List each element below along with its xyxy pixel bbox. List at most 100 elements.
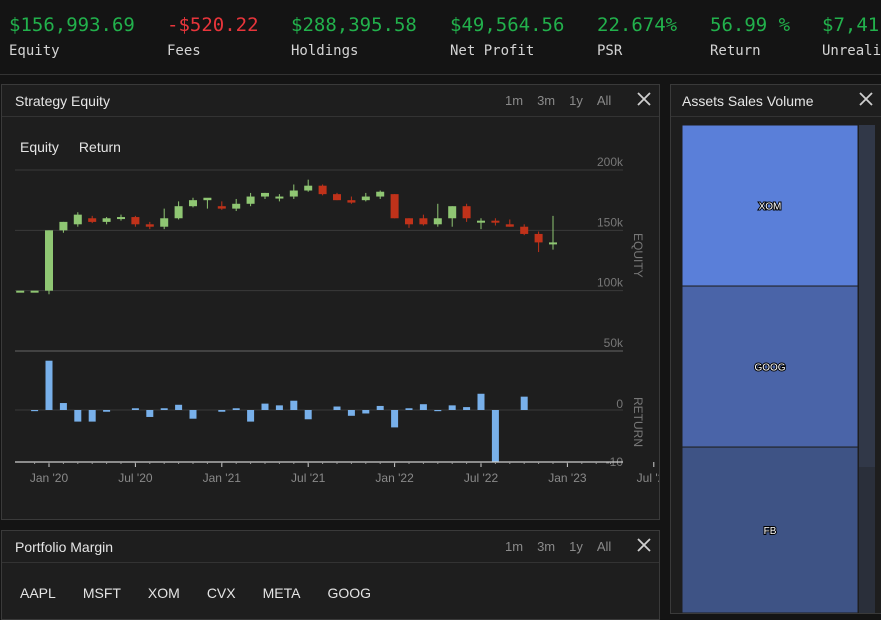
range-1y[interactable]: 1y — [569, 93, 583, 108]
scrollbar-thumb[interactable] — [859, 125, 875, 467]
candle — [59, 221, 68, 231]
close-icon[interactable] — [858, 91, 874, 107]
stat-label: Unrealiz — [822, 43, 881, 59]
panel-title: Strategy Equity — [15, 93, 110, 109]
ticker-aapl[interactable]: AAPL — [20, 585, 56, 601]
x-tick-label: Jul '22 — [464, 471, 499, 485]
stat-fees: -$520.22 Fees — [167, 14, 259, 59]
return-bar — [146, 410, 154, 417]
stat-value: 56.99 % — [710, 14, 791, 36]
ticker-msft[interactable]: MSFT — [82, 585, 121, 601]
stat-value: 22.674% — [597, 14, 678, 36]
return-bar — [218, 410, 226, 412]
return-bar — [31, 410, 39, 412]
candle — [549, 242, 557, 245]
x-tick-label: Jan '22 — [375, 471, 414, 485]
candle — [246, 196, 255, 204]
range-1y[interactable]: 1y — [569, 539, 583, 554]
return-bar — [477, 393, 485, 410]
return-bar — [103, 410, 111, 412]
return-bar — [520, 396, 528, 410]
panel-title: Assets Sales Volume — [682, 93, 814, 109]
candle — [275, 196, 284, 199]
panel-header: Assets Sales Volume — [671, 85, 881, 117]
stat-return: 56.99 % Return — [710, 14, 790, 59]
candle — [73, 214, 82, 225]
return-bar — [261, 403, 269, 410]
return-bar — [275, 405, 283, 410]
return-bar — [434, 410, 442, 412]
return-bar — [333, 406, 341, 410]
return-bar — [491, 410, 499, 463]
return-bar — [391, 410, 399, 428]
range-1m[interactable]: 1m — [505, 539, 524, 554]
stat-label: Return — [710, 43, 761, 59]
treemap-cell[interactable] — [681, 446, 859, 613]
range-all[interactable]: All — [596, 93, 612, 108]
stat-label: Net Profit — [450, 43, 535, 59]
candle — [477, 220, 485, 223]
x-tick-label: Jan '21 — [203, 471, 242, 485]
candle — [491, 220, 500, 223]
range-3m[interactable]: 3m — [537, 539, 556, 554]
candle — [390, 194, 399, 219]
candle — [232, 203, 241, 209]
candle — [88, 218, 97, 222]
treemap-cell[interactable] — [681, 124, 859, 287]
x-tick-label: Jul '21 — [291, 471, 326, 485]
candle — [433, 218, 442, 225]
candle — [189, 200, 197, 207]
return-bar — [131, 408, 139, 410]
stat-value: $7,41 — [822, 14, 880, 36]
ticker-goog[interactable]: GOOG — [327, 585, 372, 601]
portfolio-margin-panel: Portfolio Margin 1m 3m 1y All AAPL MSFT XOM CV… — [1, 530, 660, 620]
close-icon[interactable] — [636, 91, 652, 107]
return-bar — [448, 405, 456, 410]
x-tick-label: Jul '20 — [118, 471, 153, 485]
return-bar — [376, 405, 384, 410]
stat-net-profit: $49,564.56 Net Profit — [450, 14, 564, 59]
return-bar — [247, 410, 255, 422]
candle — [131, 217, 140, 225]
candle — [45, 230, 53, 291]
candle — [30, 290, 39, 293]
candle — [289, 190, 298, 197]
panel-header: Strategy Equity 1m 3m 1y All — [2, 85, 659, 117]
stat-value: -$520.22 — [167, 14, 259, 36]
return-bar — [232, 408, 240, 410]
ticker-meta[interactable]: META — [262, 585, 301, 601]
stat-value: $49,564.56 — [450, 14, 565, 36]
range-all[interactable]: All — [596, 539, 612, 554]
stat-label: PSR — [597, 43, 623, 59]
panel-header: Portfolio Margin 1m 3m 1y All — [2, 531, 659, 563]
assets-treemap: XOM GOOG FB — [681, 124, 875, 613]
candle — [318, 185, 327, 195]
tab-return[interactable]: Return — [78, 139, 121, 155]
candle — [405, 218, 413, 225]
equity-axis-label: EQUITY — [631, 233, 645, 278]
candle — [361, 196, 370, 201]
x-tick-label: Jul '23 — [637, 471, 659, 485]
strategy-equity-panel: Strategy Equity 1m 3m 1y All Equity Return 2… — [1, 84, 660, 520]
x-tick-label: Jan '20 — [30, 471, 69, 485]
treemap-label: FB — [764, 526, 777, 537]
equity-tick-label: 150k — [597, 215, 624, 229]
close-icon[interactable] — [636, 537, 652, 553]
ticker-xom[interactable]: XOM — [147, 585, 180, 601]
ticker-cvx[interactable]: CVX — [206, 585, 236, 601]
equity-tick-label: 50k — [604, 336, 624, 350]
tab-equity[interactable]: Equity — [20, 139, 59, 155]
candle — [102, 218, 111, 222]
stat-label: Equity — [9, 43, 60, 59]
return-bar — [59, 403, 67, 410]
candle — [261, 192, 269, 197]
return-bar — [405, 408, 413, 410]
range-3m[interactable]: 3m — [537, 93, 556, 108]
stats-bar: $156,993.69 Equity -$520.22 Fees $288,39… — [0, 0, 881, 75]
ticker-legend: AAPL MSFT XOM CVX META GOOG — [20, 585, 398, 601]
treemap-cell[interactable] — [681, 285, 859, 448]
range-1m[interactable]: 1m — [505, 93, 524, 108]
return-bar — [189, 410, 197, 419]
candle — [505, 224, 514, 227]
candle — [333, 194, 341, 201]
